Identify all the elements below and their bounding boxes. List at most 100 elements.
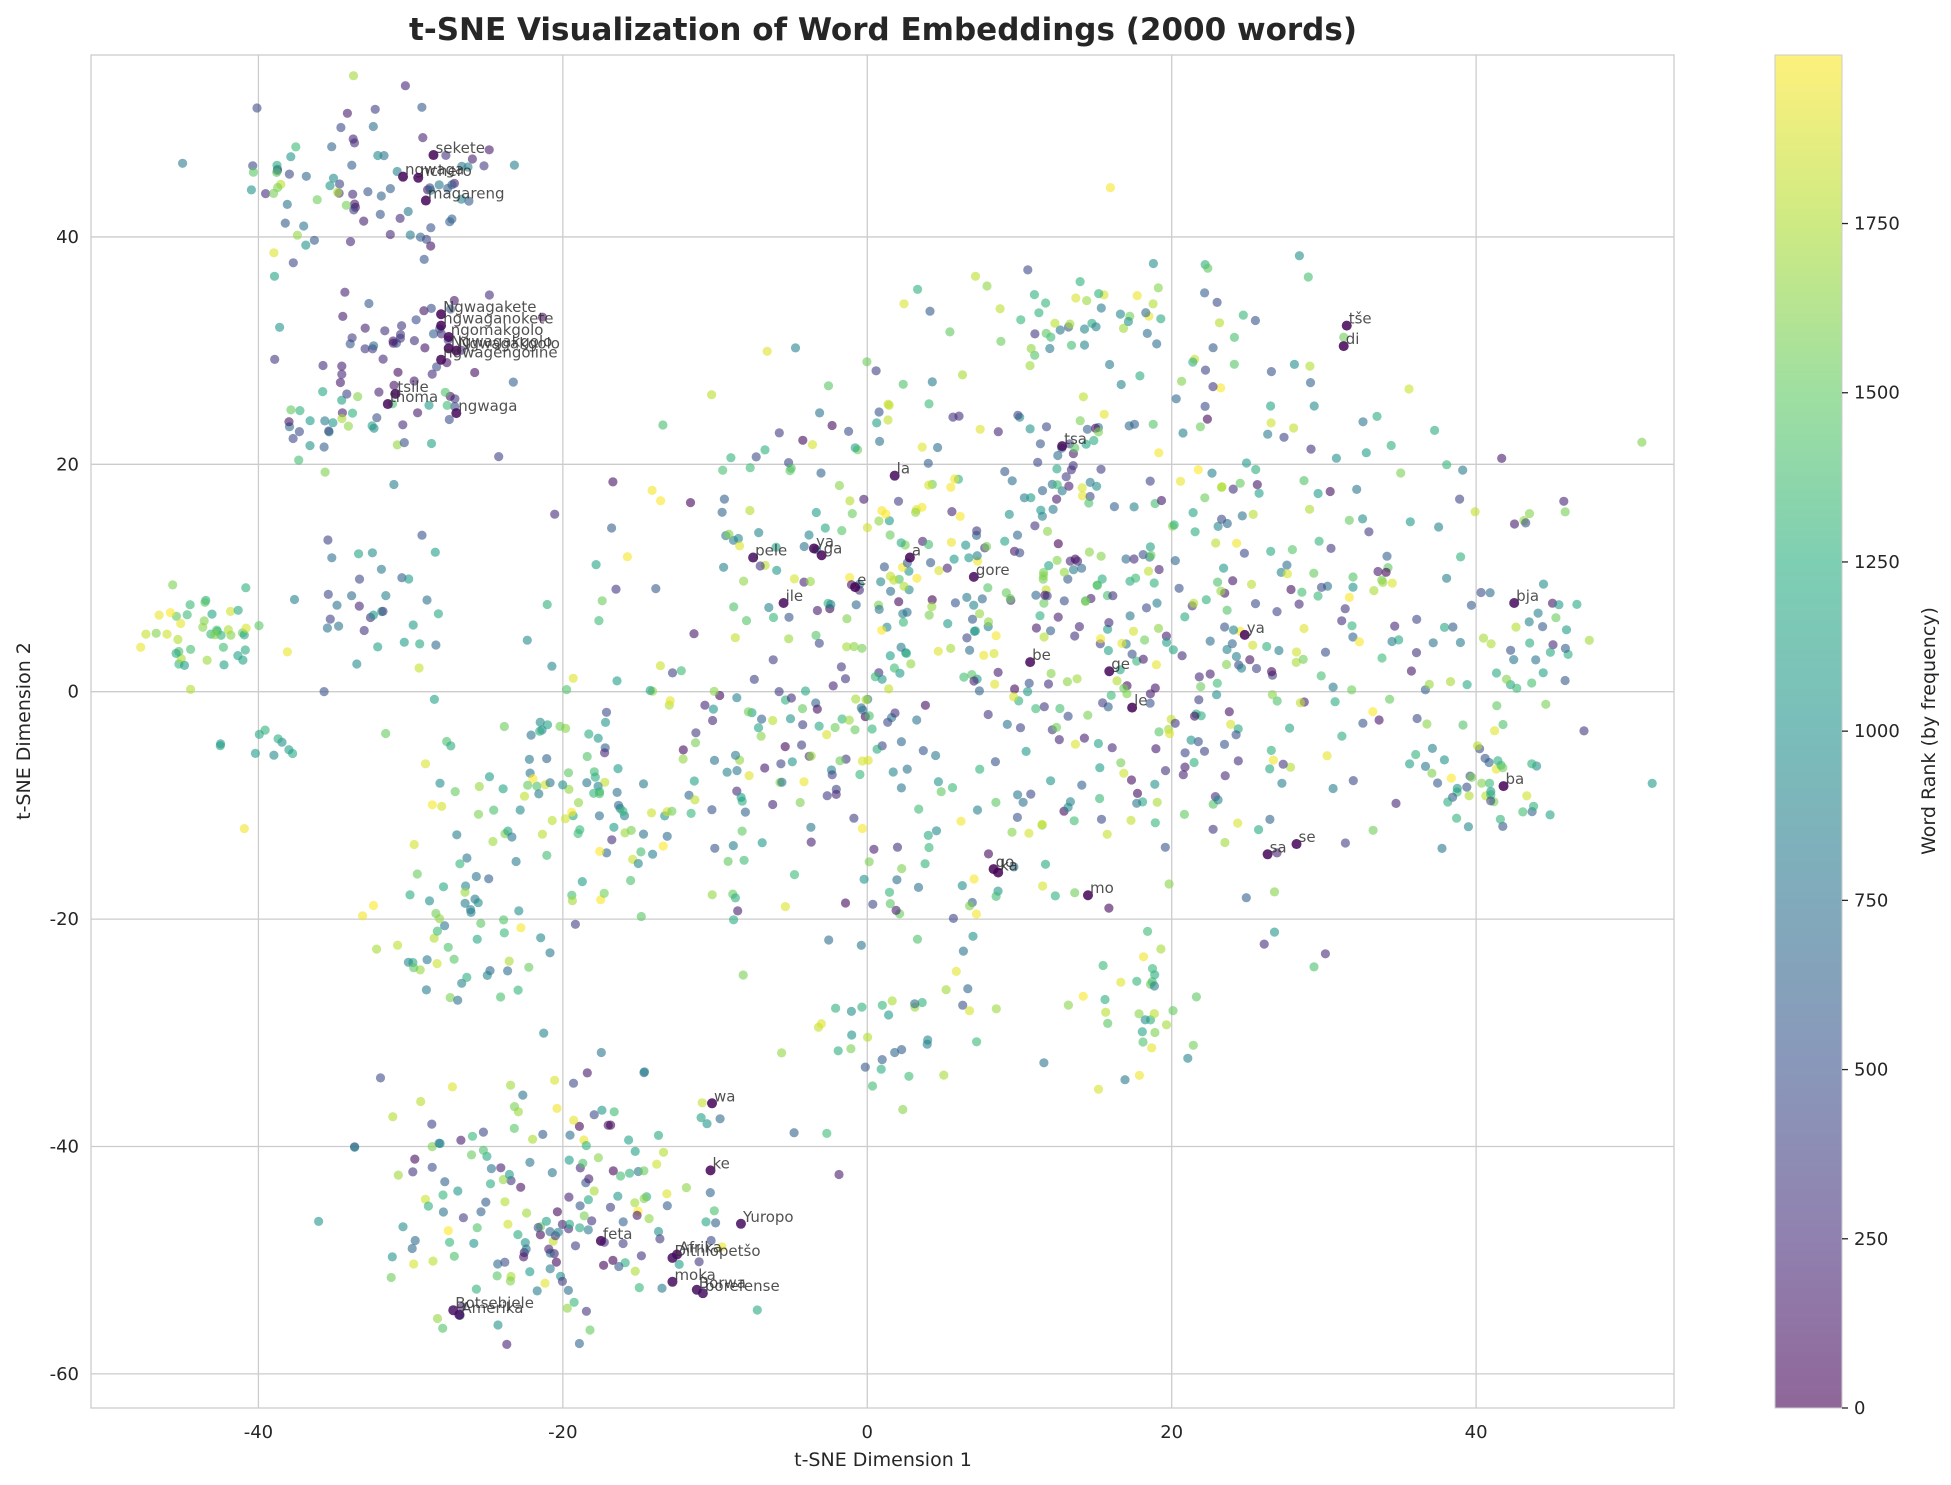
data-point — [1405, 759, 1415, 769]
data-point — [923, 458, 933, 468]
data-point — [701, 1217, 711, 1227]
data-point — [1046, 626, 1056, 636]
data-point — [950, 598, 961, 608]
data-point — [902, 764, 912, 774]
data-point — [1138, 654, 1148, 664]
data-point — [910, 999, 920, 1009]
data-point — [248, 167, 258, 177]
data-point — [502, 1339, 512, 1349]
colorbar-tick-label: 500 — [1854, 1060, 1888, 1081]
data-point — [349, 205, 359, 215]
data-point — [445, 993, 455, 1003]
data-point — [851, 694, 861, 704]
data-point — [1291, 657, 1301, 668]
data-point — [405, 230, 415, 240]
data-point — [867, 1081, 878, 1091]
data-point — [740, 807, 751, 817]
data-point — [1096, 551, 1106, 561]
data-point — [691, 728, 701, 738]
data-point — [1217, 482, 1227, 492]
data-point — [216, 739, 226, 749]
data-point — [1005, 593, 1015, 604]
word-label: ge — [1111, 655, 1130, 673]
data-point — [337, 361, 347, 371]
data-point — [912, 934, 923, 944]
data-point — [1039, 702, 1049, 712]
data-point — [690, 738, 701, 748]
data-point — [545, 948, 555, 958]
data-point — [772, 565, 782, 576]
data-point — [600, 777, 610, 787]
data-point — [1104, 618, 1114, 628]
data-point — [545, 1264, 555, 1274]
labeled-point — [850, 582, 861, 593]
data-point — [844, 715, 854, 725]
data-point — [1527, 678, 1537, 688]
data-point — [1241, 458, 1252, 468]
data-point — [963, 984, 973, 994]
y-tick-label: -60 — [50, 1364, 79, 1385]
data-point — [567, 896, 578, 906]
data-point — [1059, 567, 1069, 577]
data-point — [498, 1175, 508, 1185]
data-point — [332, 600, 342, 610]
labeled-point — [1338, 341, 1349, 352]
labeled-point — [413, 172, 424, 183]
data-point — [1031, 704, 1041, 714]
labeled-point — [697, 1288, 708, 1299]
data-point — [1442, 573, 1452, 583]
data-point — [552, 1103, 562, 1113]
data-point — [630, 1266, 640, 1276]
data-point — [440, 1177, 450, 1187]
data-point — [186, 644, 196, 655]
data-point — [760, 763, 770, 773]
data-point — [1066, 340, 1077, 350]
data-point — [757, 838, 767, 848]
data-point — [422, 955, 432, 965]
data-point — [455, 859, 465, 869]
data-point — [1305, 504, 1315, 514]
data-point — [1193, 737, 1203, 747]
data-point — [1118, 323, 1129, 333]
data-point — [368, 121, 378, 132]
data-point — [812, 605, 823, 616]
data-point — [305, 441, 315, 451]
data-point — [768, 612, 779, 623]
data-point — [1347, 685, 1357, 695]
data-point — [653, 1130, 664, 1140]
data-point — [353, 392, 363, 402]
data-point — [991, 1004, 1001, 1014]
data-point — [239, 824, 249, 834]
data-point — [1092, 481, 1102, 491]
data-point — [426, 303, 436, 313]
data-point — [449, 295, 459, 306]
data-point — [890, 1047, 900, 1058]
data-point — [723, 856, 733, 867]
data-point — [697, 1098, 707, 1108]
data-point — [354, 549, 364, 559]
data-point — [397, 321, 407, 331]
data-point — [1277, 778, 1287, 788]
data-point — [1183, 1053, 1193, 1063]
data-point — [1405, 517, 1415, 527]
data-point — [547, 1168, 557, 1178]
x-tick-label: 40 — [1465, 1422, 1488, 1443]
data-point — [899, 299, 909, 309]
data-point — [867, 724, 877, 734]
data-point — [1148, 258, 1158, 269]
data-point — [1199, 746, 1210, 756]
data-point — [1387, 578, 1397, 588]
data-point — [972, 551, 982, 561]
data-point — [521, 1244, 531, 1254]
data-point — [686, 808, 696, 819]
word-label: Ngwagakgolo — [451, 332, 553, 350]
labeled-point — [1239, 629, 1250, 640]
data-point — [449, 954, 459, 964]
data-point — [1368, 825, 1378, 835]
data-point — [1272, 696, 1282, 706]
data-point — [638, 779, 649, 789]
data-point — [312, 195, 322, 205]
data-point — [1128, 626, 1139, 636]
data-point — [1411, 749, 1421, 760]
data-point — [360, 323, 370, 333]
